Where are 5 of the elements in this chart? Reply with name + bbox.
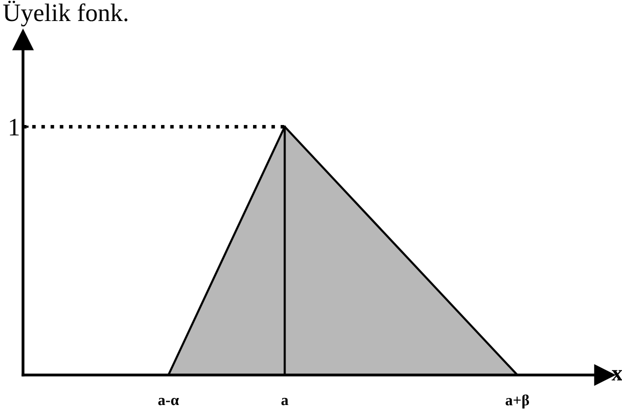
x-tick-label: a-α [158,398,179,406]
x-tick-label: a [281,398,288,406]
y-axis-title: Üyelik fonk. [3,0,128,26]
y-tick-label: 1 [10,118,19,136]
x-tick-label: a+β [506,394,530,408]
